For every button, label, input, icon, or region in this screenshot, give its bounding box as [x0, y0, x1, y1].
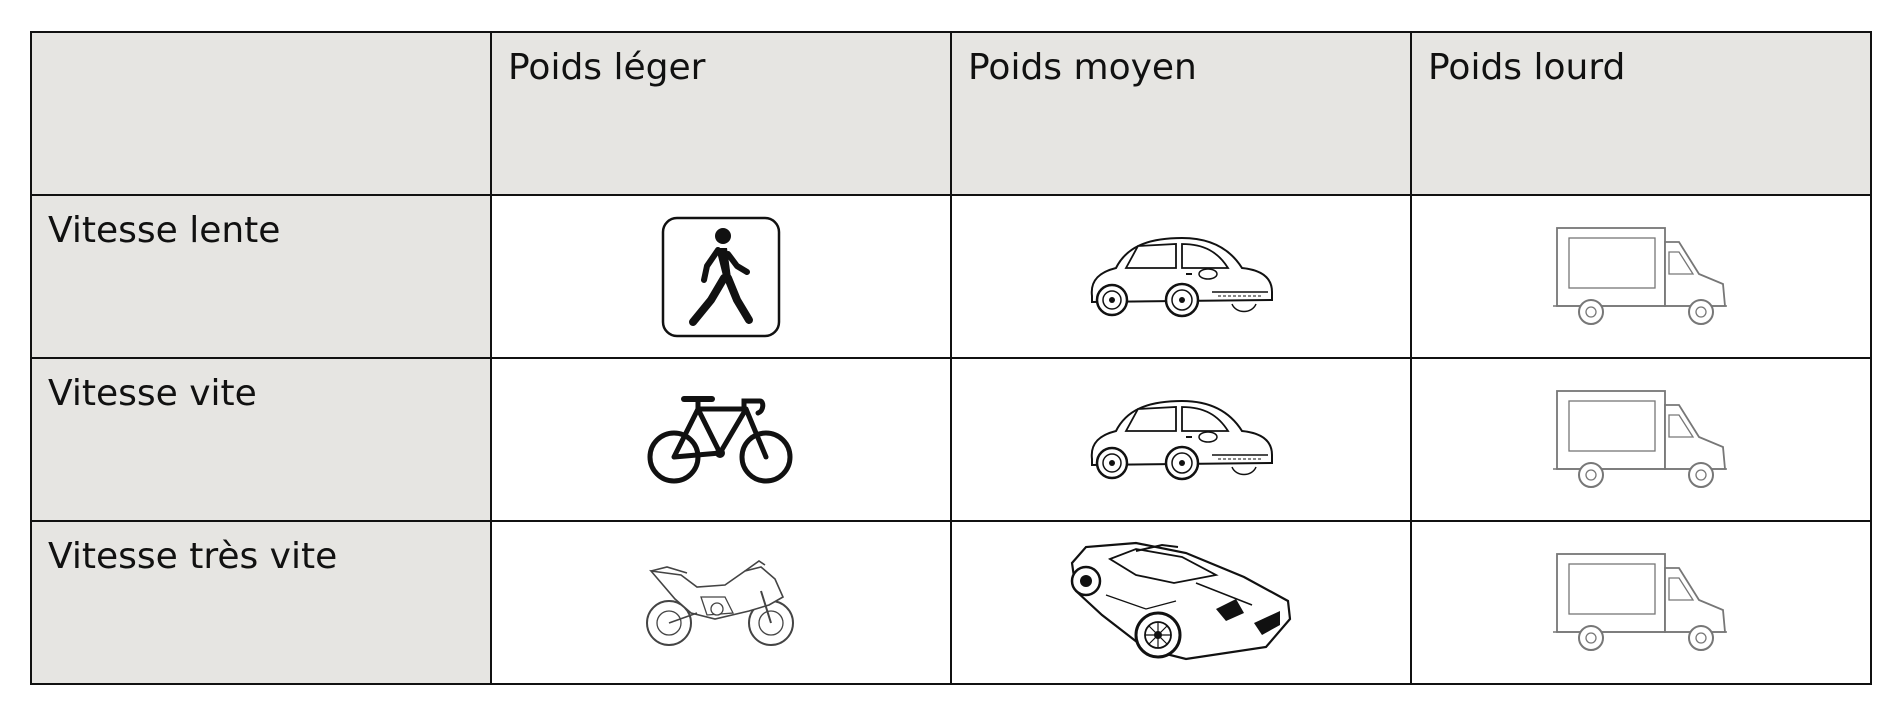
- truck-icon: [1551, 548, 1731, 658]
- row-header-cell: Vitesse vite: [30, 357, 492, 522]
- column-header-light: Poids léger: [508, 47, 706, 88]
- table-cell: [1410, 520, 1872, 685]
- pedestrian-icon: [661, 216, 781, 338]
- header-corner-label: [32, 33, 490, 50]
- table-row: Vitesse vite: [30, 357, 1872, 522]
- table-cell: [1410, 357, 1872, 522]
- motorcycle-icon: [641, 557, 801, 649]
- small-car-icon: [1086, 395, 1276, 485]
- table-cell: [950, 357, 1412, 522]
- table-cell: [950, 520, 1412, 685]
- small-car-icon: [1086, 232, 1276, 322]
- table-cell: [490, 357, 952, 522]
- bicycle-icon: [646, 393, 796, 487]
- truck-icon: [1551, 385, 1731, 495]
- table-cell: [490, 520, 952, 685]
- row-label-fast: Vitesse vite: [48, 373, 257, 414]
- table-cell: [950, 194, 1412, 359]
- row-header-cell: Vitesse très vite: [30, 520, 492, 685]
- row-label-slow: Vitesse lente: [48, 210, 281, 251]
- row-header-cell: Vitesse lente: [30, 194, 492, 359]
- table-cell: [1410, 194, 1872, 359]
- header-row: Poids léger Poids moyen Poids lourd: [30, 31, 1872, 196]
- speed-weight-table: Poids léger Poids moyen Poids lourd Vite…: [30, 31, 1872, 685]
- header-cell-medium: Poids moyen: [950, 31, 1412, 196]
- table-row: Vitesse lente: [30, 194, 1872, 359]
- column-header-medium: Poids moyen: [968, 47, 1197, 88]
- header-cell-heavy: Poids lourd: [1410, 31, 1872, 196]
- header-cell-light: Poids léger: [490, 31, 952, 196]
- truck-icon: [1551, 222, 1731, 332]
- column-header-heavy: Poids lourd: [1428, 47, 1626, 88]
- header-corner-cell: [30, 31, 492, 196]
- row-label-very-fast: Vitesse très vite: [48, 536, 338, 577]
- table-cell: [490, 194, 952, 359]
- sports-car-icon: [1066, 539, 1296, 667]
- table-row: Vitesse très vite: [30, 520, 1872, 685]
